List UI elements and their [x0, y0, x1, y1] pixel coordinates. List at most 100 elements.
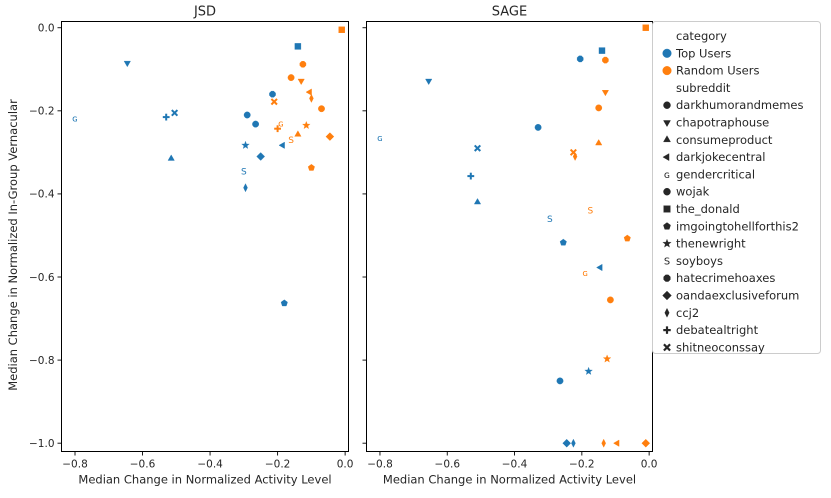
sage-point-random-users-thenewright — [602, 354, 612, 363]
legend-item-gendercritical-label: gendercritical — [676, 167, 755, 181]
jsd-point-random-users-darkhumorandmemes — [318, 105, 325, 113]
legend-item-ccj2-marker — [664, 307, 670, 318]
sage-point-top-users-wojak — [556, 377, 564, 385]
jsd-point-random-users-ccj2 — [309, 93, 314, 103]
jsd-point-top-users-debatealtright — [162, 113, 170, 121]
legend-item-imgoingtohellforthis2: imgoingtohellforthis2 — [663, 219, 799, 233]
svg-text:ɢ: ɢ — [582, 269, 588, 279]
legend-item-chapotraphouse-label: chapotraphouse — [676, 116, 769, 130]
jsd-y-tick-label: 0.0 — [38, 23, 55, 35]
jsd-point-top-users-imgoingtohellforthis2 — [280, 299, 288, 307]
sage-point-top-users-chapotraphouse — [425, 78, 433, 86]
jsd-point-random-users-imgoingtohellforthis2 — [307, 164, 315, 171]
svg-text:ɢ: ɢ — [278, 120, 284, 130]
legend-item-hatecrimehoaxes-label: hatecrimehoaxes — [676, 271, 775, 285]
sage-point-random-users-soyboys: S — [587, 207, 593, 217]
legend-item-random-users-marker — [662, 66, 672, 76]
jsd-x-tick-label: −0.6 — [130, 459, 156, 471]
sage-x-tick-label: −0.2 — [569, 459, 595, 471]
sage-plot-area — [366, 21, 653, 452]
sage-x-tick-label: 0.0 — [641, 459, 658, 471]
legend-item-thenewright-marker — [662, 238, 672, 248]
jsd-point-top-users-the-donald — [294, 43, 302, 50]
jsd-point-top-users-ccj2 — [243, 183, 248, 193]
sage-point-top-users-oandaexclusiveforum — [562, 438, 571, 448]
jsd-x-tick-label: −0.8 — [62, 459, 88, 471]
jsd-panel: JSD −0.8 −0.6 −0.4 −0.2 0.0 0.0 −0.2 −0.4 −0.6 −0.… — [29, 5, 353, 487]
legend-item-thenewright-label: thenewright — [676, 237, 746, 251]
legend-item-shitneoconssay-marker — [663, 343, 671, 352]
legend-item-wojak-label: wojak — [676, 185, 710, 199]
legend-item-wojak-marker — [663, 187, 671, 196]
jsd-point-random-users-soyboys: S — [288, 136, 294, 146]
jsd-point-top-users-gendercritical: ɢ — [72, 115, 78, 125]
sage-point-top-users-darkjokecentral — [596, 263, 603, 272]
legend-item-debatealtright-label: debatealtright — [676, 323, 759, 337]
sage-point-top-users-consumeproduct — [473, 198, 482, 205]
jsd-point-top-users-soyboys: S — [241, 167, 247, 177]
jsd-y-tick-label: −1.0 — [29, 438, 55, 450]
legend-item-ccj2: ccj2 — [664, 306, 699, 320]
sage-point-top-users-gendercritical: ɢ — [377, 134, 383, 144]
legend-item-darkjokecentral: darkjokecentral — [662, 150, 765, 164]
legend-item-imgoingtohellforthis2-label: imgoingtohellforthis2 — [676, 219, 799, 233]
legend-item-ccj2-label: ccj2 — [676, 306, 699, 320]
sage-point-random-users-darkhumorandmemes — [607, 296, 614, 304]
legend-item-random-users-label: Random Users — [676, 64, 759, 78]
legend-subreddit-title-label: subreddit — [676, 81, 731, 95]
jsd-point-top-users-darkjokecentral — [278, 141, 285, 149]
jsd-point-top-users-oandaexclusiveforum — [256, 152, 265, 161]
legend-item-imgoingtohellforthis2-marker — [663, 222, 671, 230]
jsd-x-tick-label: −0.4 — [197, 459, 223, 471]
sage-title: SAGE — [492, 5, 527, 20]
legend-item-top-users-marker — [662, 48, 672, 58]
jsd-point-random-users-wojak — [287, 74, 295, 81]
legend-item-consumeproduct-marker — [663, 135, 671, 143]
jsd-point-top-users-darkhumorandmemes — [243, 111, 251, 119]
sage-point-random-users-gendercritical: ɢ — [582, 269, 588, 279]
sage-point-random-users-chapotraphouse — [601, 90, 609, 97]
legend-item-debatealtright-marker — [663, 326, 671, 334]
legend-item-oandaexclusiveforum: oandaexclusiveforum — [662, 289, 799, 303]
jsd-x-tick-label: −0.2 — [265, 459, 291, 471]
legend-item-the-donald-marker — [663, 205, 671, 213]
jsd-point-random-users-consumeproduct — [294, 130, 302, 137]
jsd-x-axis-label: Median Change in Normalized Activity Lev… — [78, 473, 331, 487]
jsd-y-tick-label: −0.2 — [29, 106, 55, 118]
jsd-point-random-users-the-donald — [338, 26, 345, 33]
jsd-point-random-users-debatealtright — [274, 125, 281, 133]
jsd-y-tick-label: −0.4 — [29, 189, 55, 201]
legend-item-top-users: Top Users — [662, 46, 731, 60]
legend-item-soyboys-marker: S — [664, 256, 670, 267]
sage-point-random-users-imgoingtohellforthis2 — [623, 234, 631, 242]
sage-point-random-users-ccj2 — [601, 438, 606, 448]
jsd-point-top-users-thenewright — [241, 140, 250, 149]
sage-point-random-users-oandaexclusiveforum — [641, 438, 651, 448]
legend-item-hatecrimehoaxes: hatecrimehoaxes — [663, 271, 775, 285]
legend-item-chapotraphouse: chapotraphouse — [663, 116, 769, 130]
jsd-y-tick-label: −0.6 — [29, 272, 55, 284]
sage-point-top-users-imgoingtohellforthis2 — [559, 238, 567, 246]
legend-item-soyboys-label: soyboys — [676, 254, 723, 268]
legend-item-darkhumorandmemes-marker — [663, 101, 671, 109]
legend-item-darkhumorandmemes: darkhumorandmemes — [663, 98, 803, 112]
sage-point-top-users-ccj2 — [571, 438, 576, 448]
jsd-point-random-users-shitneoconssay — [270, 98, 278, 106]
jsd-point-top-users-chapotraphouse — [123, 60, 131, 68]
jsd-plot-area — [61, 21, 349, 452]
svg-text:S: S — [664, 256, 670, 267]
jsd-point-random-users-chapotraphouse — [297, 78, 305, 86]
sage-point-top-users-shitneoconssay — [473, 144, 482, 152]
sage-point-random-users-hatecrimehoaxes — [602, 56, 609, 64]
sage-point-top-users-darkhumorandmemes — [534, 124, 542, 131]
svg-text:ɢ: ɢ — [664, 170, 670, 181]
legend-item-chapotraphouse-marker — [663, 120, 671, 127]
legend-item-shitneoconssay-label: shitneoconssay — [676, 340, 765, 354]
legend-item-shitneoconssay: shitneoconssay — [663, 340, 765, 354]
svg-text:S: S — [587, 207, 593, 217]
legend-item-thenewright: thenewright — [662, 237, 746, 251]
sage-point-top-users-hatecrimehoaxes — [576, 55, 584, 63]
